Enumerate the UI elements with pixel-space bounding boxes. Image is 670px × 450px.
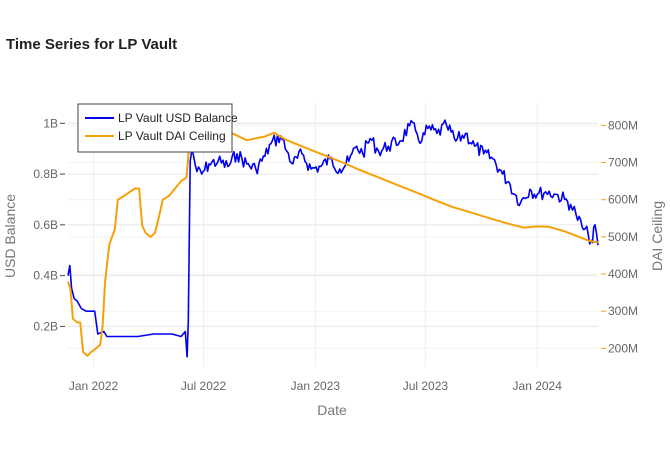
series-line-usd-balance [67, 119, 599, 358]
chart-title: Time Series for LP Vault [6, 36, 178, 53]
left-tick-label: 0.6B [33, 218, 58, 232]
right-tick-label: 600M [608, 193, 638, 207]
x-tick-label: Jan 2023 [291, 379, 341, 393]
left-tick-label: 0.8B [33, 167, 58, 181]
x-axis-title: Date [317, 402, 347, 418]
left-tick-label: 1B [43, 116, 58, 130]
right-axis-title: DAI Ceiling [649, 201, 665, 271]
x-tick-label: Jul 2022 [181, 379, 227, 393]
legend-label-dai: LP Vault DAI Ceiling [118, 129, 226, 143]
left-axis-title: USD Balance [2, 194, 18, 278]
x-tick-label: Jul 2023 [403, 379, 449, 393]
right-tick-label: 400M [608, 267, 638, 281]
x-tick-label: Jan 2022 [69, 379, 119, 393]
right-tick-label: 500M [608, 230, 638, 244]
series-line-dai-ceiling [67, 105, 599, 357]
x-tick-label: Jan 2024 [513, 379, 563, 393]
right-tick-label: 300M [608, 304, 638, 318]
legend-box [77, 103, 233, 153]
left-tick-label: 0.2B [33, 319, 58, 333]
right-tick-label: 700M [608, 155, 638, 169]
legend-label-usd: LP Vault USD Balance [118, 111, 238, 125]
right-tick-label: 800M [608, 118, 638, 132]
series-lines [67, 105, 599, 358]
axes: 0.2B 0.4B 0.6B 0.8B 1B 200M 300M 400M 500M 600M 70… [33, 116, 638, 393]
right-tick-label: 200M [608, 341, 638, 355]
legend[interactable]: LP Vault USD Balance LP Vault DAI Ceilin… [77, 103, 238, 153]
left-tick-label: 0.4B [33, 269, 58, 283]
